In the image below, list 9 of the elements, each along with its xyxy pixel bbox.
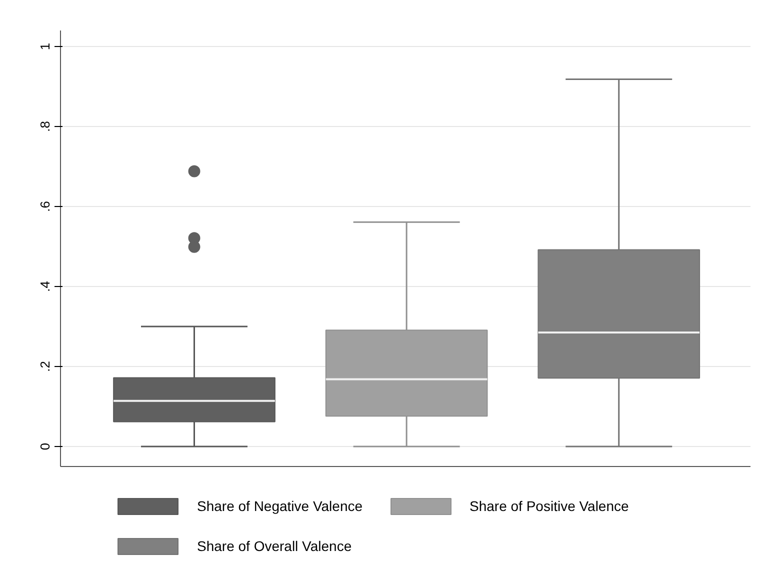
y-tick-label: .6 (38, 201, 52, 212)
y-tick-label: .4 (38, 281, 52, 292)
legend-label: Share of Overall Valence (197, 538, 352, 554)
legend-label: Share of Positive Valence (470, 498, 629, 514)
y-tick-label: 0 (38, 442, 52, 450)
y-tick-label: .8 (38, 121, 52, 132)
y-tick-label: 1 (38, 42, 52, 50)
legend-label: Share of Negative Valence (197, 498, 363, 514)
y-tick-label: .2 (38, 361, 52, 372)
